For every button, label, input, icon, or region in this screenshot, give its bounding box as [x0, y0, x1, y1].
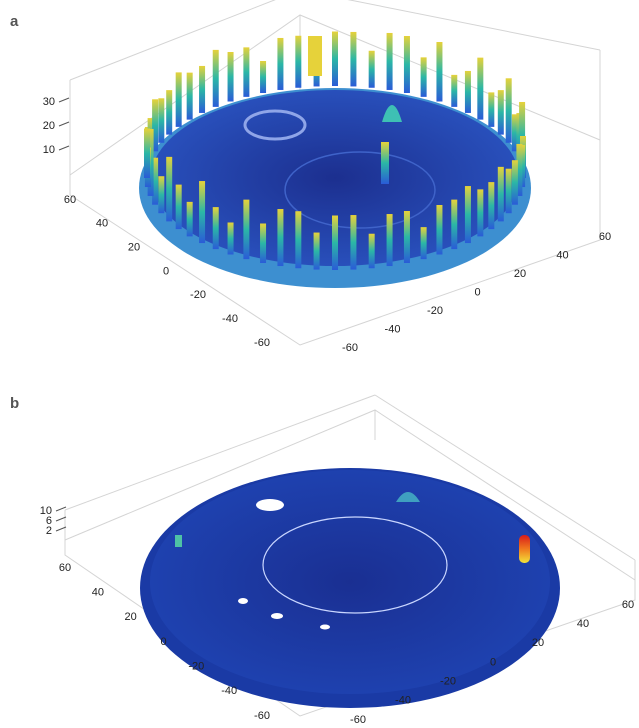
- bar-segment: [387, 214, 393, 266]
- x-tick-label: -40: [395, 695, 411, 707]
- bar-segment: [277, 38, 283, 90]
- y-tick-label: -20: [190, 289, 206, 301]
- bar-segment: [228, 52, 234, 101]
- bar-segment: [477, 58, 483, 120]
- y-tick-label: 40: [96, 218, 108, 230]
- bar-segment: [465, 186, 471, 243]
- z-tick-label: 10: [43, 144, 55, 156]
- panel-a: a -60 -40 -20 0 20 40 60 60 40 20 0 -20 -40 -60 10 20 30: [10, 0, 611, 354]
- bar-segment: [166, 157, 172, 222]
- x-tick-label: -20: [427, 305, 443, 317]
- bar-segment: [314, 233, 320, 270]
- bar-segment: [176, 185, 182, 230]
- z-tick-label: 10: [40, 505, 52, 517]
- bar-segment: [332, 32, 338, 87]
- x-tick-label: -40: [385, 323, 401, 335]
- bar-segment: [506, 78, 512, 143]
- bar-segment: [243, 200, 249, 260]
- bar-segment: [451, 75, 457, 107]
- bar-segment: [260, 61, 266, 93]
- z-tick-mark: [59, 122, 69, 126]
- y-tick-label: 20: [128, 242, 140, 254]
- y-tick-label: -40: [221, 685, 237, 697]
- bar-segment: [421, 227, 427, 259]
- small-post: [175, 535, 182, 547]
- bar-segment: [228, 222, 234, 254]
- x-tick-label: 20: [514, 268, 526, 280]
- bar-segment: [187, 73, 193, 120]
- bar-segment: [488, 182, 494, 229]
- y-tick-label: 60: [64, 194, 76, 206]
- bar-segment: [199, 66, 205, 113]
- bar-segment: [512, 160, 518, 205]
- y-tick-label: 0: [163, 265, 169, 277]
- bar-segment: [260, 223, 266, 263]
- bar-segment: [332, 216, 338, 271]
- x-tick-label: -60: [350, 714, 366, 726]
- bar-segment: [498, 167, 504, 222]
- z-tick-label: 30: [43, 96, 55, 108]
- z-tick-label: 20: [43, 120, 55, 132]
- bar-segment: [477, 189, 483, 236]
- y-tick-label: -40: [222, 313, 238, 325]
- bar-segment: [369, 234, 375, 269]
- pillar: [381, 142, 389, 184]
- x-tick-label: 60: [622, 599, 634, 611]
- bar-segment: [498, 90, 504, 135]
- panel-label: a: [10, 13, 19, 30]
- x-tick-label: 0: [490, 656, 496, 668]
- bar-segment: [158, 98, 164, 143]
- bar-segment: [277, 209, 283, 266]
- bar-segment: [451, 200, 457, 250]
- bar-segment: [213, 207, 219, 249]
- bar-segment: [436, 205, 442, 255]
- x-tick-label: 60: [599, 231, 611, 243]
- bar-segment: [295, 211, 301, 268]
- bar-segment: [350, 32, 356, 87]
- y-tick-label: -60: [254, 710, 270, 722]
- x-tick-label: 20: [532, 637, 544, 649]
- bar-segment: [421, 57, 427, 97]
- bar-segment: [404, 36, 410, 93]
- y-tick-label: -60: [254, 337, 270, 349]
- y-tick-label: 40: [92, 587, 104, 599]
- hole: [256, 499, 284, 511]
- hole: [271, 613, 283, 619]
- x-tick-label: 40: [577, 618, 589, 630]
- bar-segment: [144, 129, 150, 179]
- tall-bar: [308, 36, 322, 76]
- x-tick-label: -60: [342, 342, 358, 354]
- bar-segment: [199, 181, 205, 243]
- bar-segment: [387, 33, 393, 90]
- bar-segment: [369, 51, 375, 88]
- y-tick-label: -20: [188, 661, 204, 673]
- bar-segment: [350, 215, 356, 270]
- bar-segment: [404, 211, 410, 263]
- y-tick-label: 0: [160, 636, 166, 648]
- hole: [238, 598, 248, 604]
- bar-segment: [436, 42, 442, 101]
- bar-segment: [506, 169, 512, 214]
- bar-segment: [158, 176, 164, 213]
- x-tick-label: 40: [556, 249, 568, 261]
- bar-segment: [166, 90, 172, 135]
- x-tick-label: -20: [440, 676, 456, 688]
- z-tick-mark: [59, 146, 69, 150]
- bar-segment: [295, 36, 301, 88]
- figure: a -60 -40 -20 0 20 40 60 60 40 20 0 -20 -40 -60 10 20 30…: [0, 0, 639, 728]
- bar-segment: [465, 71, 471, 113]
- y-tick-label: 60: [59, 562, 71, 574]
- bar-segment: [243, 47, 249, 97]
- hot-spot: [519, 535, 530, 563]
- bar-segment: [187, 202, 193, 237]
- bar-segment: [213, 50, 219, 107]
- bar-segment: [488, 92, 494, 127]
- hole: [320, 625, 330, 630]
- x-tick-label: 0: [474, 286, 480, 298]
- panel-label: b: [10, 395, 19, 412]
- bar-segment: [176, 72, 182, 127]
- z-tick-mark: [59, 98, 69, 102]
- y-tick-label: 20: [125, 611, 137, 623]
